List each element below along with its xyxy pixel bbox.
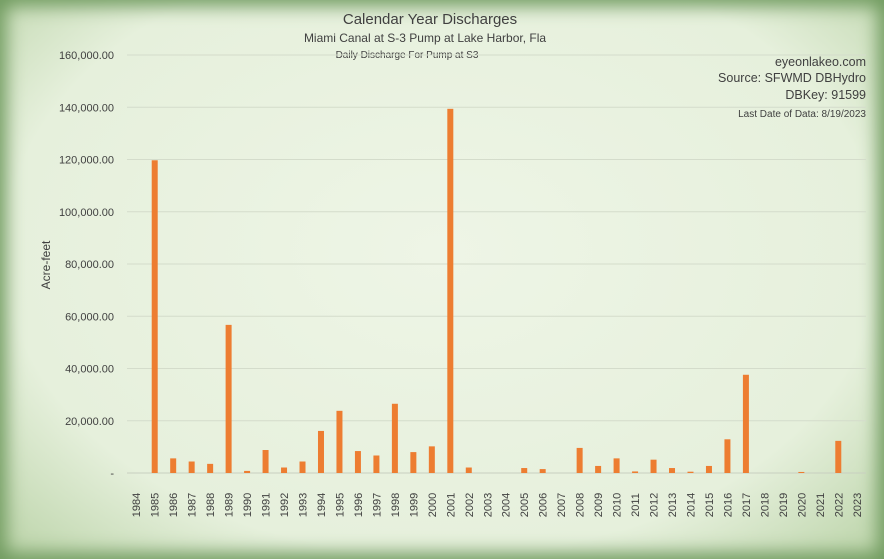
- x-tick-label: 2014: [685, 493, 697, 517]
- x-tick-label: 2008: [575, 493, 587, 517]
- x-tick-label: 2021: [815, 493, 827, 517]
- x-tick-label: 2016: [722, 493, 734, 517]
- bar-1993: [299, 461, 306, 473]
- bar-2001: [447, 108, 454, 473]
- chart-subtitle: Miami Canal at S-3 Pump at Lake Harbor, …: [304, 31, 546, 45]
- bar-1994: [317, 430, 324, 473]
- bar-2005: [521, 468, 528, 473]
- bar-2008: [576, 447, 583, 473]
- y-tick-label: 40,000.00: [65, 364, 114, 376]
- x-tick-label: 2004: [501, 493, 513, 517]
- x-tick-label: 2005: [519, 493, 531, 517]
- bar-1996: [354, 451, 361, 473]
- dbkey-annotation: DBKey: 91599: [785, 88, 866, 102]
- last-date-annotation: Last Date of Data: 8/19/2023: [738, 109, 866, 120]
- gridlines: [127, 54, 866, 474]
- x-tick-label: 1989: [224, 493, 236, 517]
- x-tick-label: 2010: [612, 493, 624, 517]
- bar-1989: [225, 324, 232, 473]
- bar-2014: [687, 471, 694, 473]
- x-tick-label: 1990: [242, 493, 254, 517]
- x-tick-label: 2006: [538, 493, 550, 517]
- x-tick-label: 1987: [187, 493, 199, 517]
- x-tick-label: 2017: [741, 493, 753, 517]
- x-axis-ticks: 1984 1985 1986 1987 1988 1989 1990 1991 1992 1993…: [131, 493, 864, 517]
- bar-1997: [373, 455, 380, 473]
- x-tick-label: 1993: [298, 493, 310, 517]
- x-tick-label: 1988: [205, 493, 217, 517]
- bars: [151, 108, 842, 473]
- x-tick-label: 2015: [704, 493, 716, 517]
- x-tick-label: 1984: [131, 493, 143, 517]
- x-tick-label: 1994: [316, 493, 328, 517]
- x-tick-label: 2000: [427, 493, 439, 517]
- y-tick-label: 60,000.00: [65, 311, 114, 323]
- bar-2006: [539, 469, 546, 473]
- x-tick-label: 2011: [630, 493, 642, 517]
- x-tick-label: 2003: [482, 493, 494, 517]
- bar-1995: [336, 410, 343, 473]
- bar-1992: [281, 467, 288, 473]
- x-tick-label: 1998: [390, 493, 402, 517]
- bar-1990: [244, 470, 251, 473]
- bar-1987: [188, 461, 195, 473]
- x-tick-label: 1992: [279, 493, 291, 517]
- x-tick-label: 2019: [778, 493, 790, 517]
- bar-2009: [595, 465, 602, 473]
- x-tick-label: 2007: [556, 493, 568, 517]
- bar-2012: [650, 459, 657, 473]
- x-tick-label: 1991: [261, 493, 273, 517]
- x-tick-label: 2012: [649, 493, 661, 517]
- bar-2017: [742, 374, 749, 473]
- x-tick-label: 1986: [168, 493, 180, 517]
- x-tick-label: 2001: [445, 493, 457, 517]
- bar-2010: [613, 458, 620, 473]
- bar-2013: [669, 468, 676, 473]
- y-tick-label: 100,000.00: [59, 207, 114, 219]
- y-tick-label: 140,000.00: [59, 102, 114, 114]
- y-tick-label: 80,000.00: [65, 259, 114, 271]
- source-annotation: Source: SFWMD DBHydro: [718, 71, 866, 85]
- y-axis-ticks: - 20,000.00 40,000.00 60,000.00 80,000.00 100…: [59, 50, 114, 480]
- y-axis-label: Acre-feet: [39, 240, 53, 289]
- y-tick-label: 20,000.00: [65, 416, 114, 428]
- y-tick-label: -: [110, 468, 114, 480]
- bar-1998: [391, 403, 398, 473]
- bar-2011: [632, 471, 639, 473]
- x-tick-label: 2020: [796, 493, 808, 517]
- x-tick-label: 2023: [852, 493, 864, 517]
- x-tick-label: 2018: [759, 493, 771, 517]
- bar-2002: [465, 467, 472, 473]
- bar-2000: [428, 446, 435, 473]
- x-tick-label: 1999: [408, 493, 420, 517]
- x-tick-label: 1997: [371, 493, 383, 517]
- x-tick-label: 2022: [833, 493, 845, 517]
- bar-1991: [262, 450, 269, 473]
- x-tick-label: 1996: [353, 493, 365, 517]
- bar-1988: [207, 463, 214, 473]
- bar-2020: [798, 471, 805, 473]
- x-tick-label: 2009: [593, 493, 605, 517]
- x-tick-label: 2013: [667, 493, 679, 517]
- bar-1999: [410, 452, 417, 473]
- x-tick-label: 1985: [150, 493, 162, 517]
- bar-1986: [170, 458, 177, 473]
- site-annotation: eyeonlakeo.com: [775, 55, 866, 69]
- chart-title: Calendar Year Discharges: [343, 11, 517, 28]
- x-tick-label: 1995: [334, 493, 346, 517]
- bar-2022: [835, 440, 842, 473]
- bar-2016: [724, 439, 731, 473]
- y-tick-label: 160,000.00: [59, 50, 114, 62]
- x-tick-label: 2002: [464, 493, 476, 517]
- bar-2015: [705, 465, 712, 473]
- bar-1985: [151, 160, 158, 473]
- y-tick-label: 120,000.00: [59, 155, 114, 167]
